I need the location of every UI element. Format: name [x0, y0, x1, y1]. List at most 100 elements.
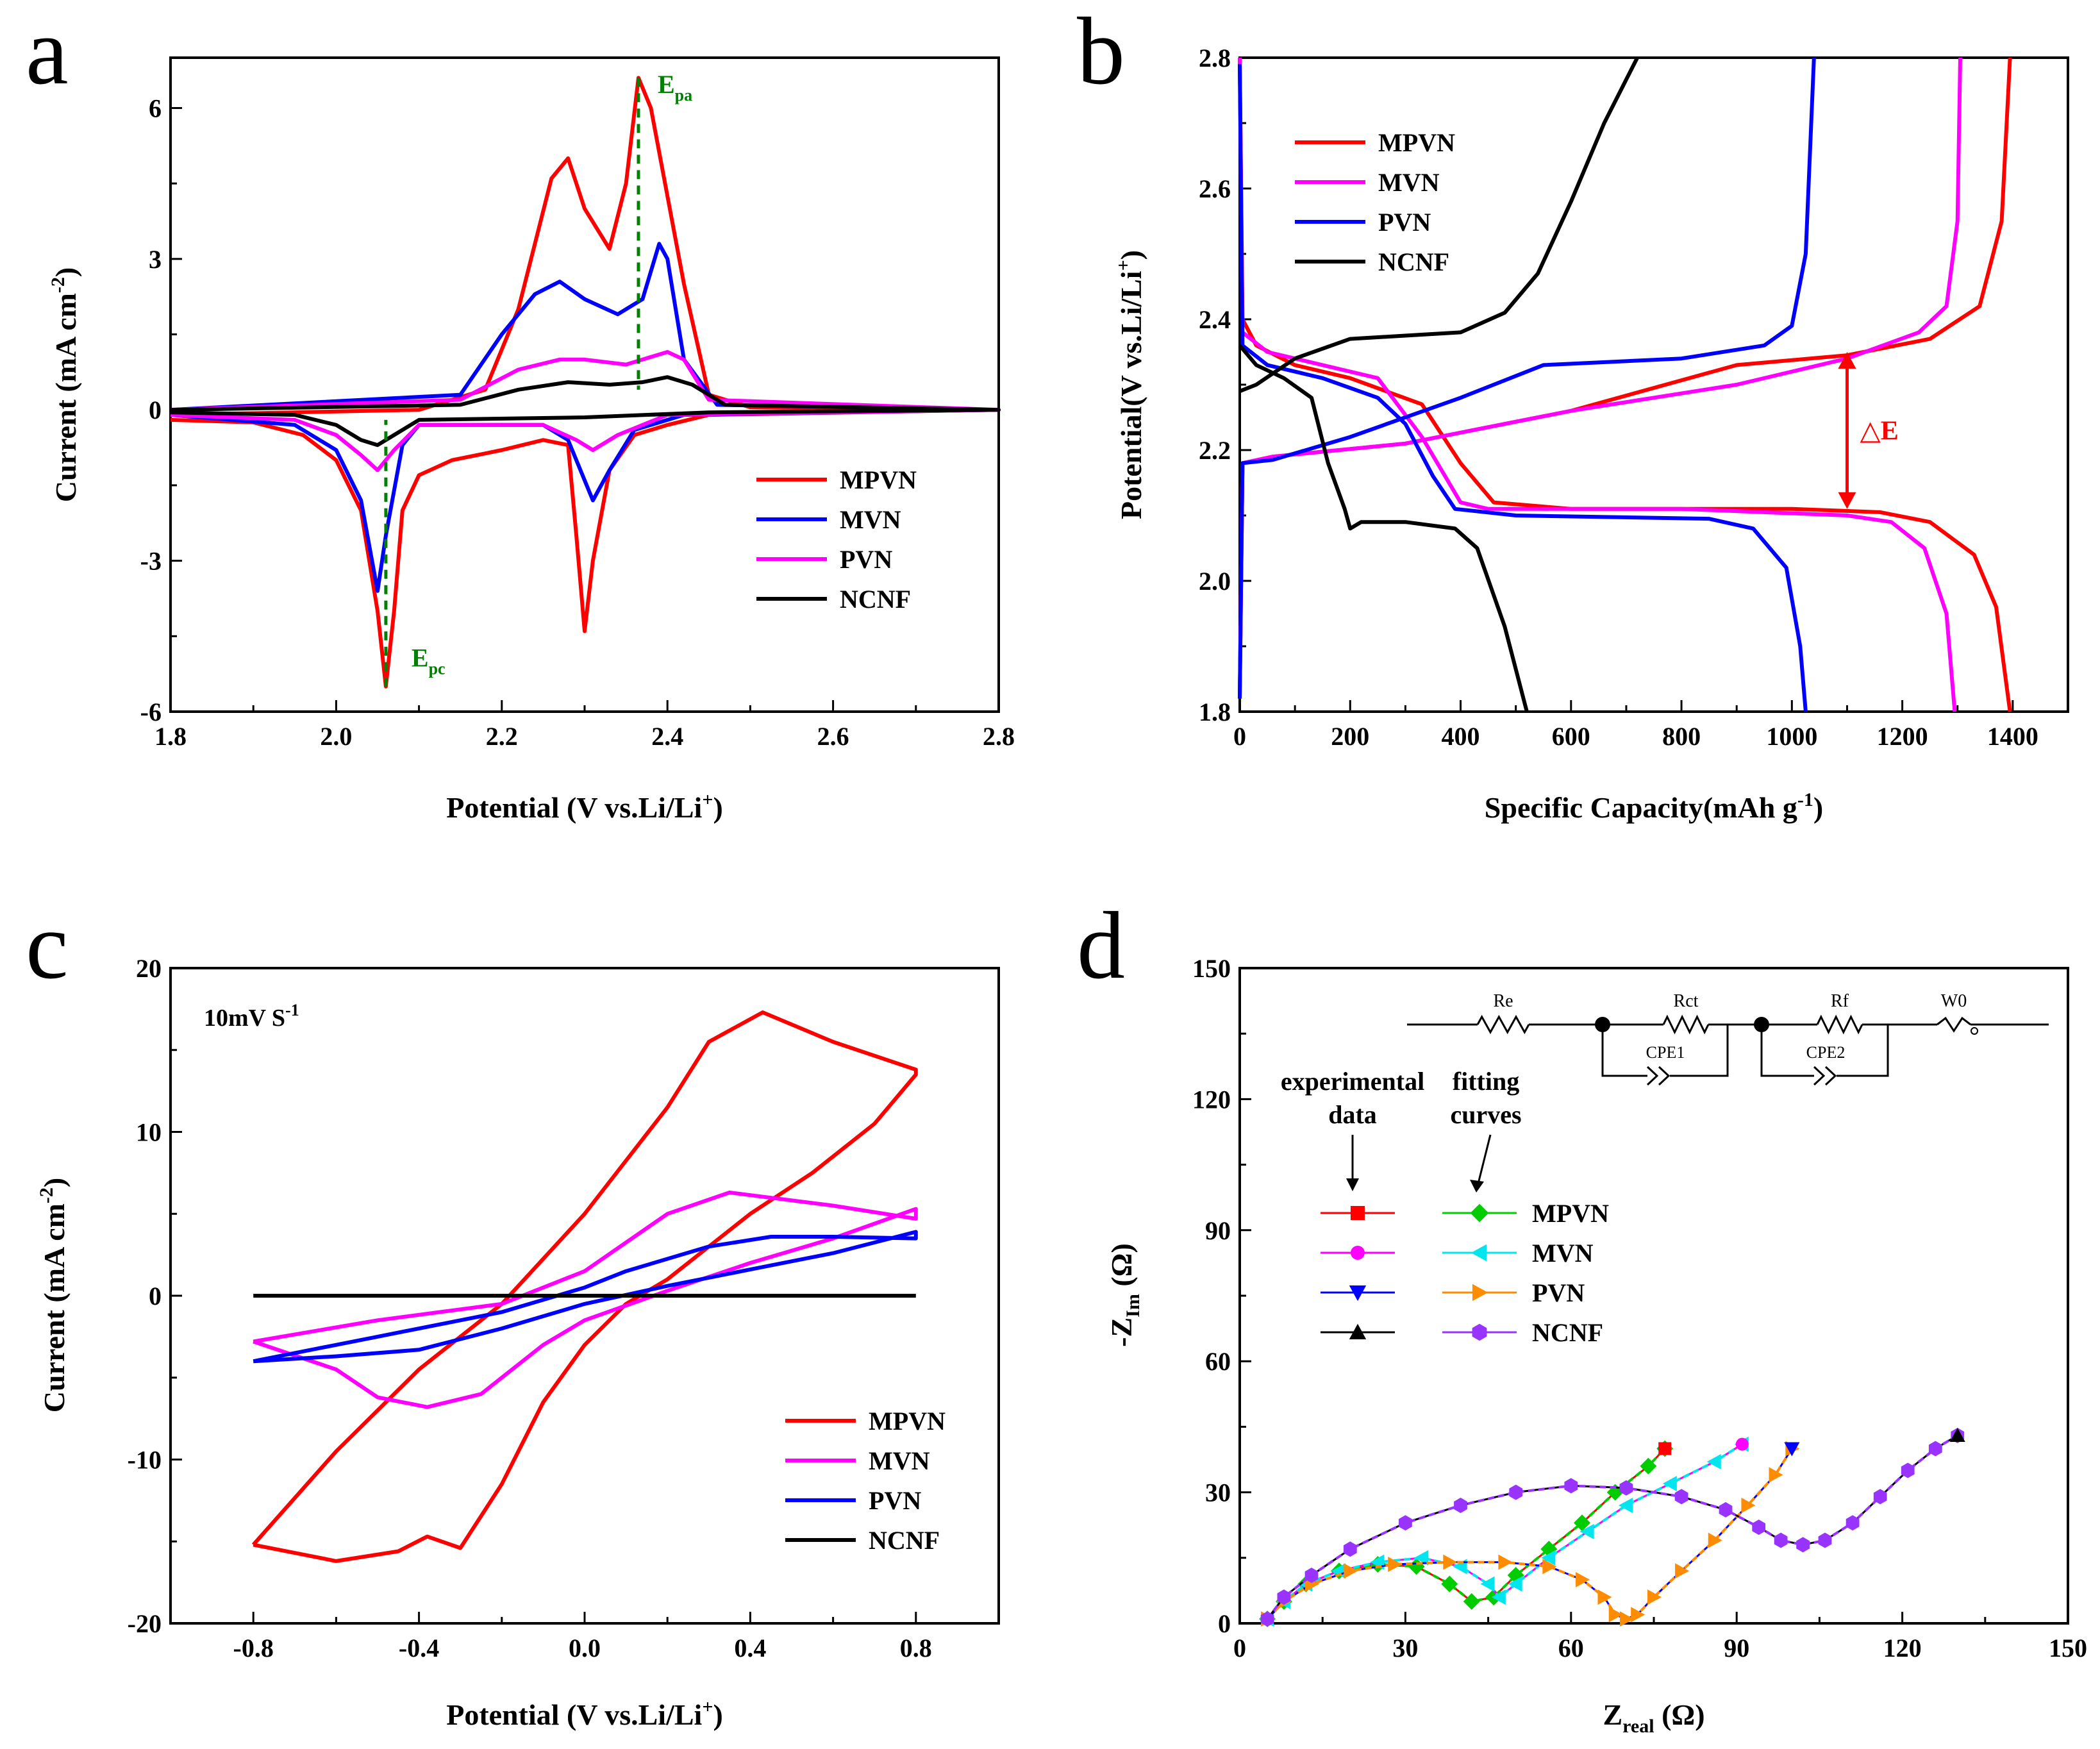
fit-point — [1706, 1453, 1721, 1469]
wire — [1601, 1025, 1647, 1077]
w0-warburg-symbol — [1937, 1016, 1971, 1033]
x-tick-label: 1400 — [1987, 722, 2038, 751]
epa-label-sub: pa — [675, 86, 692, 105]
legend-label: MVN — [869, 1446, 930, 1475]
ticks: 0 30 60 90 120 150 0 30 60 90 120 150 — [1192, 954, 2087, 1662]
curves-label: curves — [1450, 1100, 1521, 1129]
legend-label: PVN — [840, 545, 892, 574]
ticks: -0.8 -0.4 0.0 0.4 0.8 -20 -10 0 10 20 — [128, 954, 932, 1662]
legend-fit-marker — [1470, 1203, 1489, 1223]
y-tick-label: 6 — [149, 94, 162, 122]
fit-point — [1542, 1559, 1557, 1575]
annotations: experimental data fitting curves MPVN MVN PVN N… — [1281, 991, 2049, 1347]
x-tick-label: 2.4 — [651, 722, 683, 751]
x-tick-label: 600 — [1552, 722, 1590, 751]
x-tick-label: 120 — [1883, 1634, 1922, 1662]
circuit-rct-label: Rct — [1674, 991, 1699, 1011]
fit-point — [1846, 1515, 1860, 1531]
y-tick-label: 60 — [1205, 1347, 1231, 1376]
circuit-rf-label: Rf — [1831, 991, 1849, 1011]
panel-c: c -0.8 -0.4 0.0 0.4 0.8 -20 -10 0 10 20 10mV S-1 M… — [26, 892, 1000, 1731]
legend-exp-marker — [1349, 1323, 1367, 1339]
series-layer — [170, 76, 1001, 689]
y-tick-label: 90 — [1205, 1216, 1231, 1245]
fit-point — [1441, 1575, 1458, 1593]
series-layer — [251, 1010, 918, 1563]
fit-point — [1541, 1550, 1556, 1566]
x-tick-label: 2.0 — [320, 722, 352, 751]
exp-point — [1784, 1442, 1800, 1457]
fit-point — [1508, 1576, 1522, 1592]
series-line-mpvn — [251, 1010, 918, 1563]
x-tick-label: 150 — [2049, 1634, 2087, 1662]
fit-point — [1443, 1554, 1458, 1570]
legend-label: PVN — [869, 1486, 921, 1515]
equivalent-circuit: Re Rct Rf W0 CPE1 CPE2 — [1407, 991, 2049, 1086]
x-tick-label: 0 — [1233, 722, 1246, 751]
wire — [1760, 1025, 1814, 1077]
scan-rate-main: 10mV S — [204, 1005, 285, 1032]
fit-point — [1509, 1484, 1523, 1500]
ticks: 0 200 400 600 800 1000 1200 1400 1.8 2.0 2.2 2.4 2.6… — [1199, 44, 2038, 751]
fit-point — [1597, 1589, 1612, 1605]
fit-point — [1579, 1523, 1594, 1539]
rct-resistor-symbol — [1662, 1014, 1710, 1035]
re-resistor-symbol — [1476, 1014, 1530, 1035]
x-tick-label: 90 — [1724, 1634, 1749, 1662]
legend-label: PVN — [1378, 208, 1431, 237]
fit-point — [1774, 1532, 1788, 1548]
fit-point — [1675, 1563, 1690, 1579]
y-tick-label: 30 — [1205, 1478, 1231, 1507]
fit-point — [1498, 1554, 1513, 1570]
fit-point — [1640, 1457, 1657, 1475]
fit-pointer-arrow — [1476, 1134, 1492, 1187]
discharge-line-mvn — [1238, 57, 1957, 712]
y-tick-label: 150 — [1192, 954, 1231, 983]
legend-label: MVN — [1378, 168, 1440, 197]
fit-point — [1343, 1541, 1357, 1557]
fit-point — [1260, 1611, 1274, 1627]
y-tick-label: 20 — [136, 954, 162, 983]
fit-point — [1619, 1480, 1633, 1496]
x-axis-label: Specific Capacity(mAh g-1) — [1485, 789, 1823, 824]
fit-point — [1344, 1563, 1358, 1579]
fit-line-pvn — [1266, 1448, 1793, 1621]
x-tick-label: 0 — [1233, 1634, 1246, 1662]
panel-b: b 0 200 400 600 800 1000 1200 1400 1.8 2.0 2.2 2.4 2… — [1077, 0, 2069, 824]
y-tick-label: -20 — [128, 1609, 162, 1638]
fit-point — [1454, 1498, 1467, 1513]
legend-fit-marker — [1472, 1323, 1487, 1341]
legend-label: NCNF — [869, 1526, 940, 1555]
fit-point — [1741, 1498, 1756, 1514]
epc-label-main: E — [412, 643, 429, 672]
circuit-re-label: Re — [1493, 991, 1513, 1011]
ticks: 1.8 2.0 2.2 2.4 2.6 2.8 -6 -3 0 3 6 — [140, 94, 1015, 751]
x-axis-label: Potential (V vs.Li/Li+) — [446, 1696, 723, 1731]
rf-resistor-symbol — [1816, 1014, 1863, 1035]
panel-letter: d — [1077, 892, 1125, 999]
fit-point — [1480, 1576, 1495, 1592]
circuit-w0-label: W0 — [1941, 991, 1967, 1011]
panel-letter: c — [26, 892, 69, 999]
exp-line-mpvn — [1267, 1448, 1666, 1620]
circuit-cpe2-label: CPE2 — [1806, 1043, 1846, 1062]
fit-point — [1331, 1563, 1346, 1579]
charge-line-pvn — [1238, 57, 1816, 699]
x-tick-label: -0.4 — [399, 1634, 439, 1662]
y-tick-label: 2.4 — [1199, 305, 1231, 334]
panel-letter: b — [1077, 0, 1125, 105]
charge-line-mvn — [1238, 57, 1962, 699]
discharge-line-ncnf — [1238, 344, 1529, 712]
fit-point — [1901, 1462, 1915, 1478]
x-tick-label: 2.2 — [486, 722, 518, 751]
y-tick-label: 2.0 — [1199, 567, 1231, 596]
fit-point — [1818, 1532, 1832, 1548]
fit-point — [1647, 1589, 1662, 1605]
series-line-ncnf — [170, 375, 1001, 448]
x-tick-label: 800 — [1662, 722, 1701, 751]
fit-point — [1463, 1593, 1480, 1610]
fit-point — [1873, 1489, 1887, 1505]
scan-rate-sup: -1 — [285, 1001, 299, 1019]
legend-exp-marker — [1351, 1206, 1365, 1220]
series-line-pvn — [253, 1230, 918, 1364]
